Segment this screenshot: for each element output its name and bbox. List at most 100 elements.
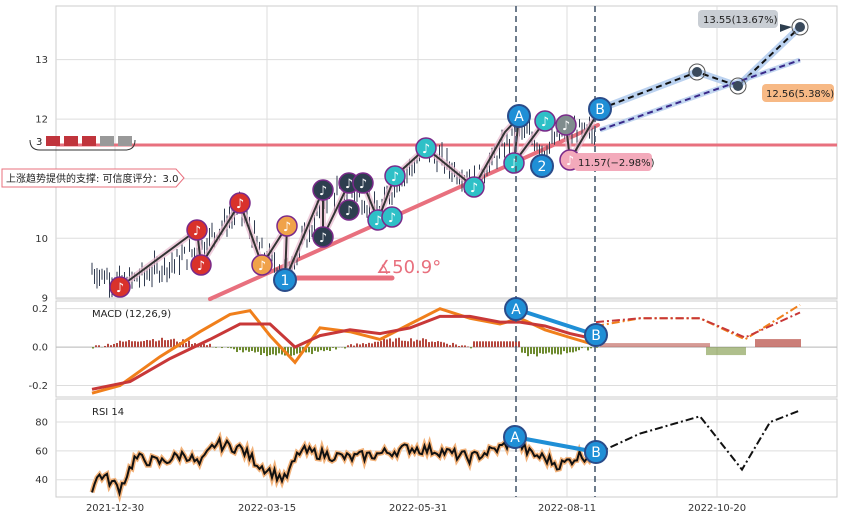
macd-hist-bar <box>362 343 364 348</box>
legend-stub-text: 3 <box>36 137 42 148</box>
macd-hist-bar <box>281 347 283 355</box>
macd-hist-bar <box>146 339 148 348</box>
macd-hist-bar <box>191 343 193 348</box>
macd-hist-bar <box>137 341 139 348</box>
macd-hist-bar <box>308 347 310 353</box>
macd-hist-bar <box>578 347 580 351</box>
macd-hist-bar <box>239 347 241 351</box>
macd-hist-bar <box>311 347 313 355</box>
grid-layer <box>56 6 837 497</box>
macd-hist-bar <box>428 342 430 348</box>
signal-glyph: ♪ <box>566 154 574 169</box>
macd-hist-bar <box>236 347 238 353</box>
signal-glyph: ♪ <box>391 170 399 185</box>
signal-glyph: ♪ <box>541 115 549 130</box>
macd-hist-bar <box>554 347 556 354</box>
macd-hist-bar <box>347 345 349 348</box>
signal-marker <box>463 176 485 198</box>
macd-hist-bar <box>158 340 160 348</box>
macd-hist-bar <box>425 339 427 348</box>
signal-marker <box>312 179 334 201</box>
signal-marker <box>229 192 251 214</box>
signal-glyph: ♪ <box>359 177 367 192</box>
macd-hist-bar <box>359 344 361 348</box>
macd-hist-bar <box>332 347 334 348</box>
signal-glyph: ♪ <box>422 142 430 157</box>
macd-hist-bar <box>497 341 499 348</box>
macd-hist-bar <box>509 341 511 348</box>
signal-glyph: ♪ <box>562 119 570 134</box>
macd-marker-a: A <box>504 297 528 321</box>
macd-label: MACD (12,26,9) <box>92 309 171 320</box>
price-marker-1: 1 <box>273 268 297 292</box>
macd-hist-bar <box>506 341 508 348</box>
macd-hist-bar <box>122 341 124 348</box>
macd-hist-bar <box>437 341 439 348</box>
macd-hist-bar <box>221 347 223 349</box>
macd-y-tick-label: 0.0 <box>32 343 48 354</box>
price-marker-b: B <box>588 97 612 121</box>
macd-hist-bar <box>419 340 421 348</box>
macd-hist-bar <box>533 347 535 355</box>
macd-hist-bar <box>98 345 100 348</box>
macd-hist-proj <box>600 343 710 348</box>
price-y-tick-label: 10 <box>35 234 48 245</box>
svg-text:1: 1 <box>281 273 290 289</box>
current-price-badge: 11.57(−2.98%) <box>574 153 655 171</box>
signal-glyph: ♪ <box>510 157 518 172</box>
signal-glyph: ♪ <box>197 259 205 274</box>
signal-marker <box>534 110 556 132</box>
macd-hist-bar <box>443 342 445 348</box>
macd-hist-bar <box>299 347 301 354</box>
macd-hist-bar <box>95 345 97 348</box>
svg-text:B: B <box>591 445 601 461</box>
macd-hist-bar <box>350 344 352 348</box>
signal-glyph: ♪ <box>236 197 244 212</box>
macd-hist-bar <box>416 339 418 348</box>
macd-hist-proj <box>706 347 746 356</box>
macd-hist-bar <box>344 347 346 349</box>
macd-hist-bar <box>464 345 466 348</box>
macd-hist-bar <box>458 345 460 348</box>
macd-hist-bar <box>431 341 433 348</box>
signal-marker <box>415 137 437 159</box>
macd-hist-bar <box>260 347 262 355</box>
macd-hist-bar <box>569 347 571 353</box>
macd-hist-bar <box>485 341 487 348</box>
rsi-ab-line <box>514 435 597 454</box>
rsi-y-tick-label: 80 <box>35 418 48 429</box>
macd-hist-bar <box>494 341 496 348</box>
macd-hist-bar <box>386 339 388 348</box>
macd-hist-bar <box>536 347 538 357</box>
signal-glyph: ♪ <box>374 214 382 229</box>
macd-hist-bar <box>548 347 550 353</box>
macd-hist-bar <box>524 347 526 354</box>
macd-hist-bar <box>521 347 523 353</box>
signal-glyph: ♪ <box>193 224 201 239</box>
rsi-line-proj <box>595 409 801 472</box>
macd-hist-bar <box>365 344 367 348</box>
macd-hist-bar <box>476 341 478 348</box>
macd-hist-bar <box>248 347 250 352</box>
forecast-node <box>795 22 805 32</box>
macd-hist-bar <box>581 347 583 349</box>
signal-marker <box>381 206 403 228</box>
macd-hist-bar <box>491 341 493 348</box>
price-y-tick-label: 9 <box>42 293 48 304</box>
target-arrow <box>780 24 792 32</box>
forecast-node <box>692 67 702 77</box>
rsi-y-tick-label: 60 <box>35 446 48 457</box>
macd-y-tick-label: -0.2 <box>28 381 48 392</box>
svg-text:A: A <box>510 430 520 446</box>
support-label-text: 上涨趋势提供的支撑: 可信度评分：3.0 <box>6 172 178 185</box>
signal-glyph: ♪ <box>116 281 124 296</box>
macd-hist-bar <box>155 341 157 348</box>
svg-text:A: A <box>511 302 521 318</box>
macd-hist-bar <box>131 341 133 348</box>
macd-marker-b: B <box>584 323 608 347</box>
x-tick-label: 2022-08-11 <box>538 503 596 514</box>
signal-glyph: ♪ <box>258 259 266 274</box>
signal-glyph: ♪ <box>345 177 353 192</box>
macd-hist-bar <box>479 341 481 348</box>
